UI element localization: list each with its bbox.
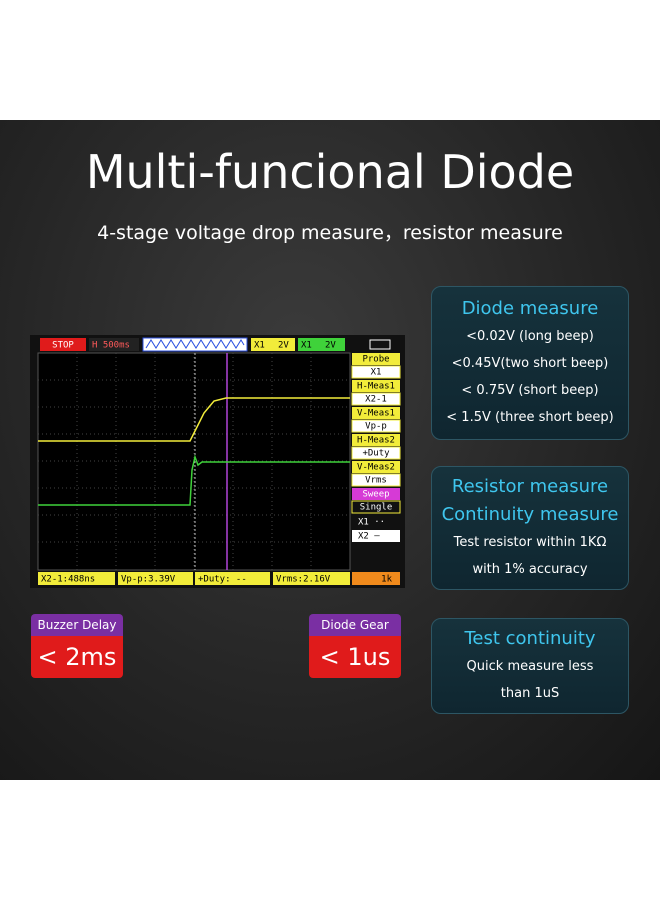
freq-box — [352, 572, 400, 585]
yellow-wave — [38, 397, 350, 442]
ch2-box — [298, 338, 345, 351]
menu-label: Probe — [362, 355, 389, 365]
title: Multi-funcional Diode — [85, 145, 575, 199]
menu-header — [352, 434, 400, 446]
feature-card: Diode measure <0.02V (long beep) <0.45V(tw… — [431, 286, 629, 440]
readout-box — [273, 572, 350, 585]
menu-header — [352, 353, 400, 365]
cursor-box — [352, 530, 400, 542]
card-line: than 1uS — [500, 686, 560, 701]
ch2-scale: 2V — [325, 341, 336, 351]
menu-value-box — [351, 419, 401, 433]
timebase-box — [89, 338, 139, 351]
menu-value-box — [351, 365, 401, 379]
menu-value: Single — [360, 503, 393, 513]
cursor-box — [352, 516, 400, 528]
menu-header — [352, 461, 400, 473]
menu-header — [352, 407, 400, 419]
badge-label: Buzzer Delay — [31, 614, 123, 636]
trigger-wave — [145, 339, 245, 349]
readout: X2-1:488ns — [41, 575, 95, 585]
badge-value: < 1us — [309, 636, 401, 678]
menu-label: H-Meas1 — [357, 382, 395, 392]
card-line: Test resistor within 1KΩ — [453, 535, 607, 550]
status-box — [40, 338, 86, 351]
card-title: Continuity measure — [441, 504, 619, 525]
ch1-scale: 2V — [278, 341, 289, 351]
readout-box — [38, 572, 115, 585]
card-line: with 1% accuracy — [472, 562, 588, 577]
card-line: <0.45V(two short beep) — [451, 356, 609, 371]
freq: 1k — [381, 575, 392, 585]
readout-box — [195, 572, 270, 585]
menu-value: +Duty — [362, 449, 390, 459]
cursor-label: X2 — — [358, 532, 380, 542]
green-wave — [38, 454, 350, 506]
status: STOP — [52, 341, 74, 351]
card-line: <0.02V (long beep) — [466, 329, 594, 344]
menu-value-box — [351, 500, 401, 514]
card-line: Quick measure less — [466, 659, 594, 674]
card-line: < 1.5V (three short beep) — [446, 410, 614, 425]
card-title: Diode measure — [461, 298, 599, 319]
card-line: < 0.75V (short beep) — [461, 383, 599, 398]
badge-label: Diode Gear — [309, 614, 401, 636]
readout: +Duty: -- — [198, 575, 247, 585]
readout: Vp-p:3.39V — [121, 575, 176, 585]
trigger-bar — [142, 337, 248, 352]
menu-label: V-Meas1 — [357, 409, 395, 419]
menu-value: X2-1 — [365, 395, 387, 405]
readout-box — [118, 572, 193, 585]
menu-value: Vrms — [365, 476, 387, 486]
ch1: X1 — [254, 341, 265, 351]
menu-value-box — [351, 446, 401, 460]
menu-value-box — [351, 392, 401, 406]
menu-value-box — [351, 473, 401, 487]
battery — [369, 339, 391, 350]
menu-label: H-Meas2 — [357, 436, 395, 446]
ch1-box — [251, 338, 295, 351]
menu-header — [352, 380, 400, 392]
menu-label: V-Meas2 — [357, 463, 395, 473]
cursor-label: X1 ·· — [358, 518, 385, 528]
card-title: Resistor measure — [451, 476, 609, 497]
menu-value: Vp-p — [365, 422, 387, 432]
badge: Buzzer Delay < 2ms — [31, 614, 123, 678]
badge-value: < 2ms — [31, 636, 123, 678]
menu-value: X1 — [371, 368, 382, 378]
timebase: H 500ms — [92, 341, 130, 351]
ch2: X1 — [301, 341, 312, 351]
subtitle: 4-stage voltage drop measure，resistor me… — [97, 222, 563, 244]
menu-header — [352, 488, 400, 500]
badge: Diode Gear < 1us — [309, 614, 401, 678]
oscilloscope-screen: STOP H 500ms X1 2V X1 2V Probe X1 H-Meas1 X… — [30, 335, 405, 588]
feature-card: Test continuity Quick measure less than 1u… — [431, 618, 629, 714]
feature-card: Resistor measure Continuity measure Test r… — [431, 466, 629, 590]
readout: Vrms:2.16V — [276, 575, 331, 585]
card-title: Test continuity — [464, 628, 596, 649]
menu-label: Sweep — [362, 490, 389, 500]
